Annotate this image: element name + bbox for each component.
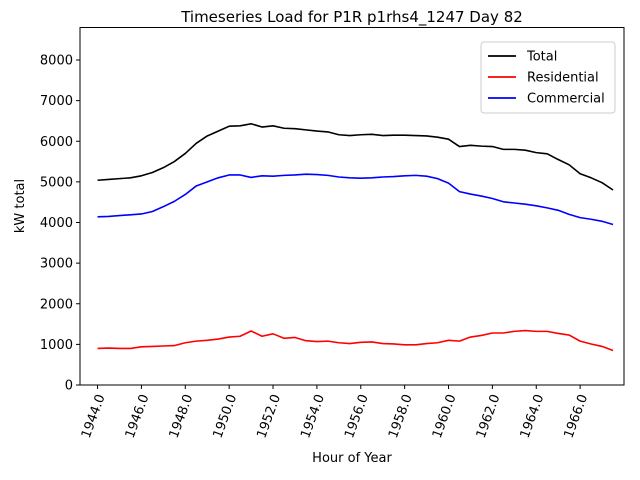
- y-tick-label: 7000: [40, 94, 73, 109]
- series-group: [97, 122, 614, 352]
- legend-label-commercial: Commercial: [527, 92, 605, 107]
- legend-box: [480, 41, 616, 114]
- y-tick-label: 5000: [40, 175, 73, 190]
- y-tick-label: 0: [65, 379, 73, 394]
- plot-frame: [79, 27, 625, 386]
- series-line-residential: [97, 329, 614, 352]
- x-axis-label: Hour of Year: [312, 451, 392, 466]
- y-tick-label: 3000: [40, 257, 73, 272]
- series-line-commercial: [97, 173, 614, 226]
- y-axis-label: kW total: [13, 179, 28, 233]
- legend-label-residential: Residential: [527, 71, 599, 86]
- chart-title: Timeseries Load for P1R p1rhs4_1247 Day …: [180, 8, 523, 27]
- series-line-total: [97, 122, 614, 191]
- legend: Total Residential Commercial: [480, 41, 616, 114]
- y-tick-label: 8000: [40, 54, 73, 69]
- y-tick-label: 6000: [40, 135, 73, 150]
- y-tick-label: 1000: [40, 338, 73, 353]
- legend-label-total: Total: [526, 50, 557, 65]
- y-tick-label: 4000: [40, 216, 73, 231]
- y-axis: 0 1000 2000 3000 4000 5000 6000 7000 8000: [40, 54, 80, 394]
- y-tick-label: 2000: [40, 297, 73, 312]
